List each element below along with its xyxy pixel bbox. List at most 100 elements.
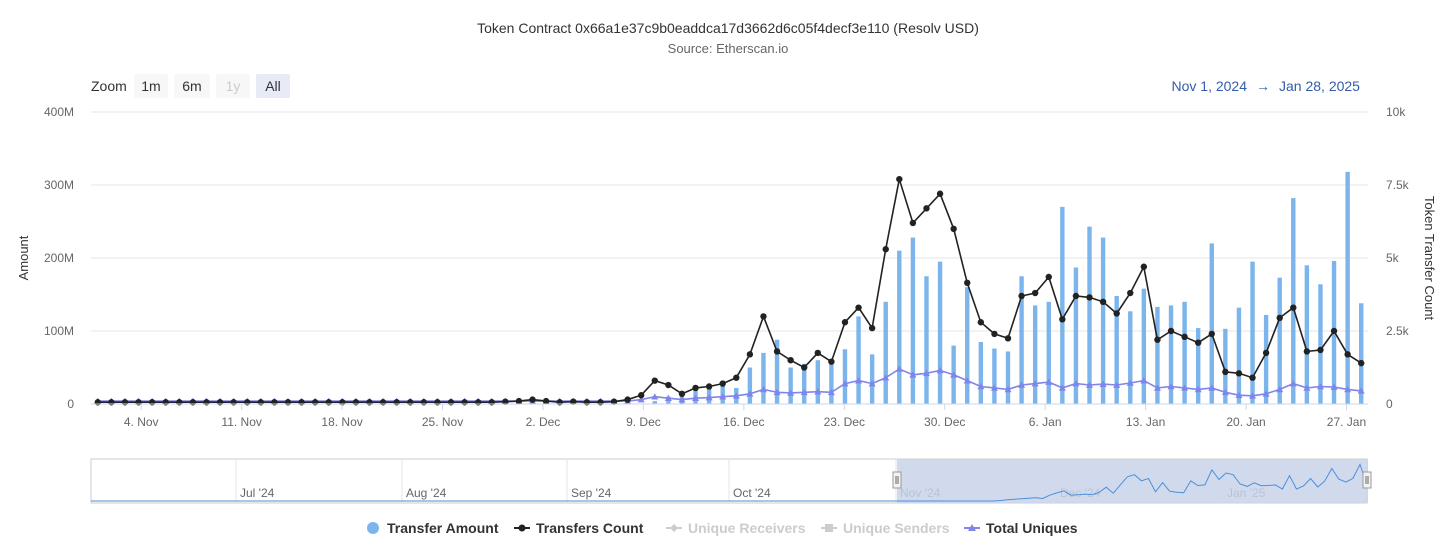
data-point[interactable] <box>896 175 903 183</box>
data-point[interactable] <box>1167 382 1175 390</box>
bar[interactable] <box>1005 351 1011 404</box>
range-from-input[interactable]: Nov 1, 2024 <box>1172 78 1248 94</box>
data-point[interactable] <box>692 384 699 392</box>
data-point[interactable] <box>746 390 754 397</box>
data-point[interactable] <box>895 365 903 372</box>
data-point[interactable] <box>1018 292 1025 300</box>
data-point[interactable] <box>1208 330 1215 338</box>
bar[interactable] <box>788 367 793 405</box>
data-point[interactable] <box>1249 392 1257 399</box>
data-point[interactable] <box>882 374 890 381</box>
data-point[interactable] <box>529 396 536 403</box>
data-point[interactable] <box>746 351 754 358</box>
bar[interactable] <box>937 261 943 404</box>
data-point[interactable] <box>1235 370 1243 377</box>
bar[interactable] <box>910 237 916 404</box>
data-point[interactable] <box>1181 384 1189 391</box>
data-point[interactable] <box>1194 339 1202 346</box>
range-to-input[interactable]: Jan 28, 2025 <box>1279 78 1360 94</box>
data-point[interactable] <box>1058 384 1066 391</box>
data-point[interactable] <box>922 369 930 377</box>
data-point[interactable] <box>570 398 577 405</box>
data-point[interactable] <box>637 396 645 403</box>
data-point[interactable] <box>950 371 958 378</box>
data-point[interactable] <box>936 190 944 197</box>
data-point[interactable] <box>502 398 509 405</box>
data-point[interactable] <box>1303 348 1311 355</box>
bar[interactable] <box>1236 307 1242 404</box>
bar[interactable] <box>897 250 902 404</box>
bar[interactable] <box>1359 303 1364 404</box>
data-point[interactable] <box>1059 316 1066 323</box>
data-point[interactable] <box>814 388 822 395</box>
data-point[interactable] <box>814 349 822 357</box>
data-point[interactable] <box>773 388 781 396</box>
bar[interactable] <box>1114 295 1119 404</box>
data-point[interactable] <box>841 380 849 387</box>
data-point[interactable] <box>868 324 876 332</box>
data-point[interactable] <box>855 304 862 311</box>
data-point[interactable] <box>1344 351 1351 358</box>
bar[interactable] <box>1209 243 1214 404</box>
data-point[interactable] <box>664 394 672 401</box>
navigator-handle-left[interactable] <box>892 471 902 489</box>
bar[interactable] <box>856 316 861 404</box>
data-point[interactable] <box>828 358 835 365</box>
data-point[interactable] <box>1330 327 1338 335</box>
bar[interactable] <box>1168 305 1174 404</box>
data-point[interactable] <box>610 398 618 405</box>
data-point[interactable] <box>705 383 713 390</box>
bar[interactable] <box>1277 277 1282 404</box>
bar[interactable] <box>1128 311 1133 404</box>
legend-item-unique-senders[interactable]: Unique Senders <box>821 520 950 536</box>
data-point[interactable] <box>1303 384 1311 391</box>
data-point[interactable] <box>977 382 985 390</box>
bar[interactable] <box>842 349 848 404</box>
bar[interactable] <box>1223 328 1228 404</box>
data-point[interactable] <box>1031 289 1039 297</box>
data-point[interactable] <box>841 319 849 326</box>
legend-item-transfers-count[interactable]: Transfers Count <box>514 520 644 536</box>
data-point[interactable] <box>800 388 808 396</box>
bar[interactable] <box>1100 237 1106 404</box>
data-point[interactable] <box>732 392 740 399</box>
bar[interactable] <box>1263 314 1269 404</box>
bar[interactable] <box>1318 284 1323 404</box>
data-point[interactable] <box>1276 385 1284 393</box>
data-point[interactable] <box>936 366 944 374</box>
data-point[interactable] <box>1031 380 1039 387</box>
bar[interactable] <box>1182 301 1187 404</box>
data-point[interactable] <box>1127 289 1134 297</box>
data-point[interactable] <box>733 374 740 381</box>
data-point[interactable] <box>1317 346 1324 354</box>
data-point[interactable] <box>1221 388 1229 396</box>
data-point[interactable] <box>719 393 727 400</box>
bar[interactable] <box>965 287 970 404</box>
data-point[interactable] <box>1208 384 1216 391</box>
legend-item-unique-receivers[interactable]: Unique Receivers <box>666 520 806 536</box>
zoom-button-1m[interactable]: 1m <box>134 74 168 98</box>
data-point[interactable] <box>1153 384 1161 391</box>
data-point[interactable] <box>760 313 767 320</box>
data-point[interactable] <box>991 330 998 338</box>
data-point[interactable] <box>1262 390 1270 397</box>
data-point[interactable] <box>651 377 658 384</box>
data-point[interactable] <box>1140 377 1148 384</box>
data-point[interactable] <box>1344 385 1352 393</box>
data-point[interactable] <box>923 205 930 212</box>
data-point[interactable] <box>1249 374 1256 381</box>
data-point[interactable] <box>1099 380 1107 387</box>
data-point[interactable] <box>963 377 971 384</box>
data-point[interactable] <box>678 390 686 397</box>
data-point[interactable] <box>1194 385 1202 393</box>
zoom-button-6m[interactable]: 6m <box>174 74 210 98</box>
data-point[interactable] <box>665 381 672 389</box>
data-point[interactable] <box>1289 380 1297 387</box>
bar[interactable] <box>1073 267 1079 404</box>
data-point[interactable] <box>855 377 863 384</box>
data-point[interactable] <box>692 394 700 401</box>
bar[interactable] <box>978 341 984 404</box>
bar[interactable] <box>1304 265 1310 404</box>
data-point[interactable] <box>1113 310 1120 317</box>
